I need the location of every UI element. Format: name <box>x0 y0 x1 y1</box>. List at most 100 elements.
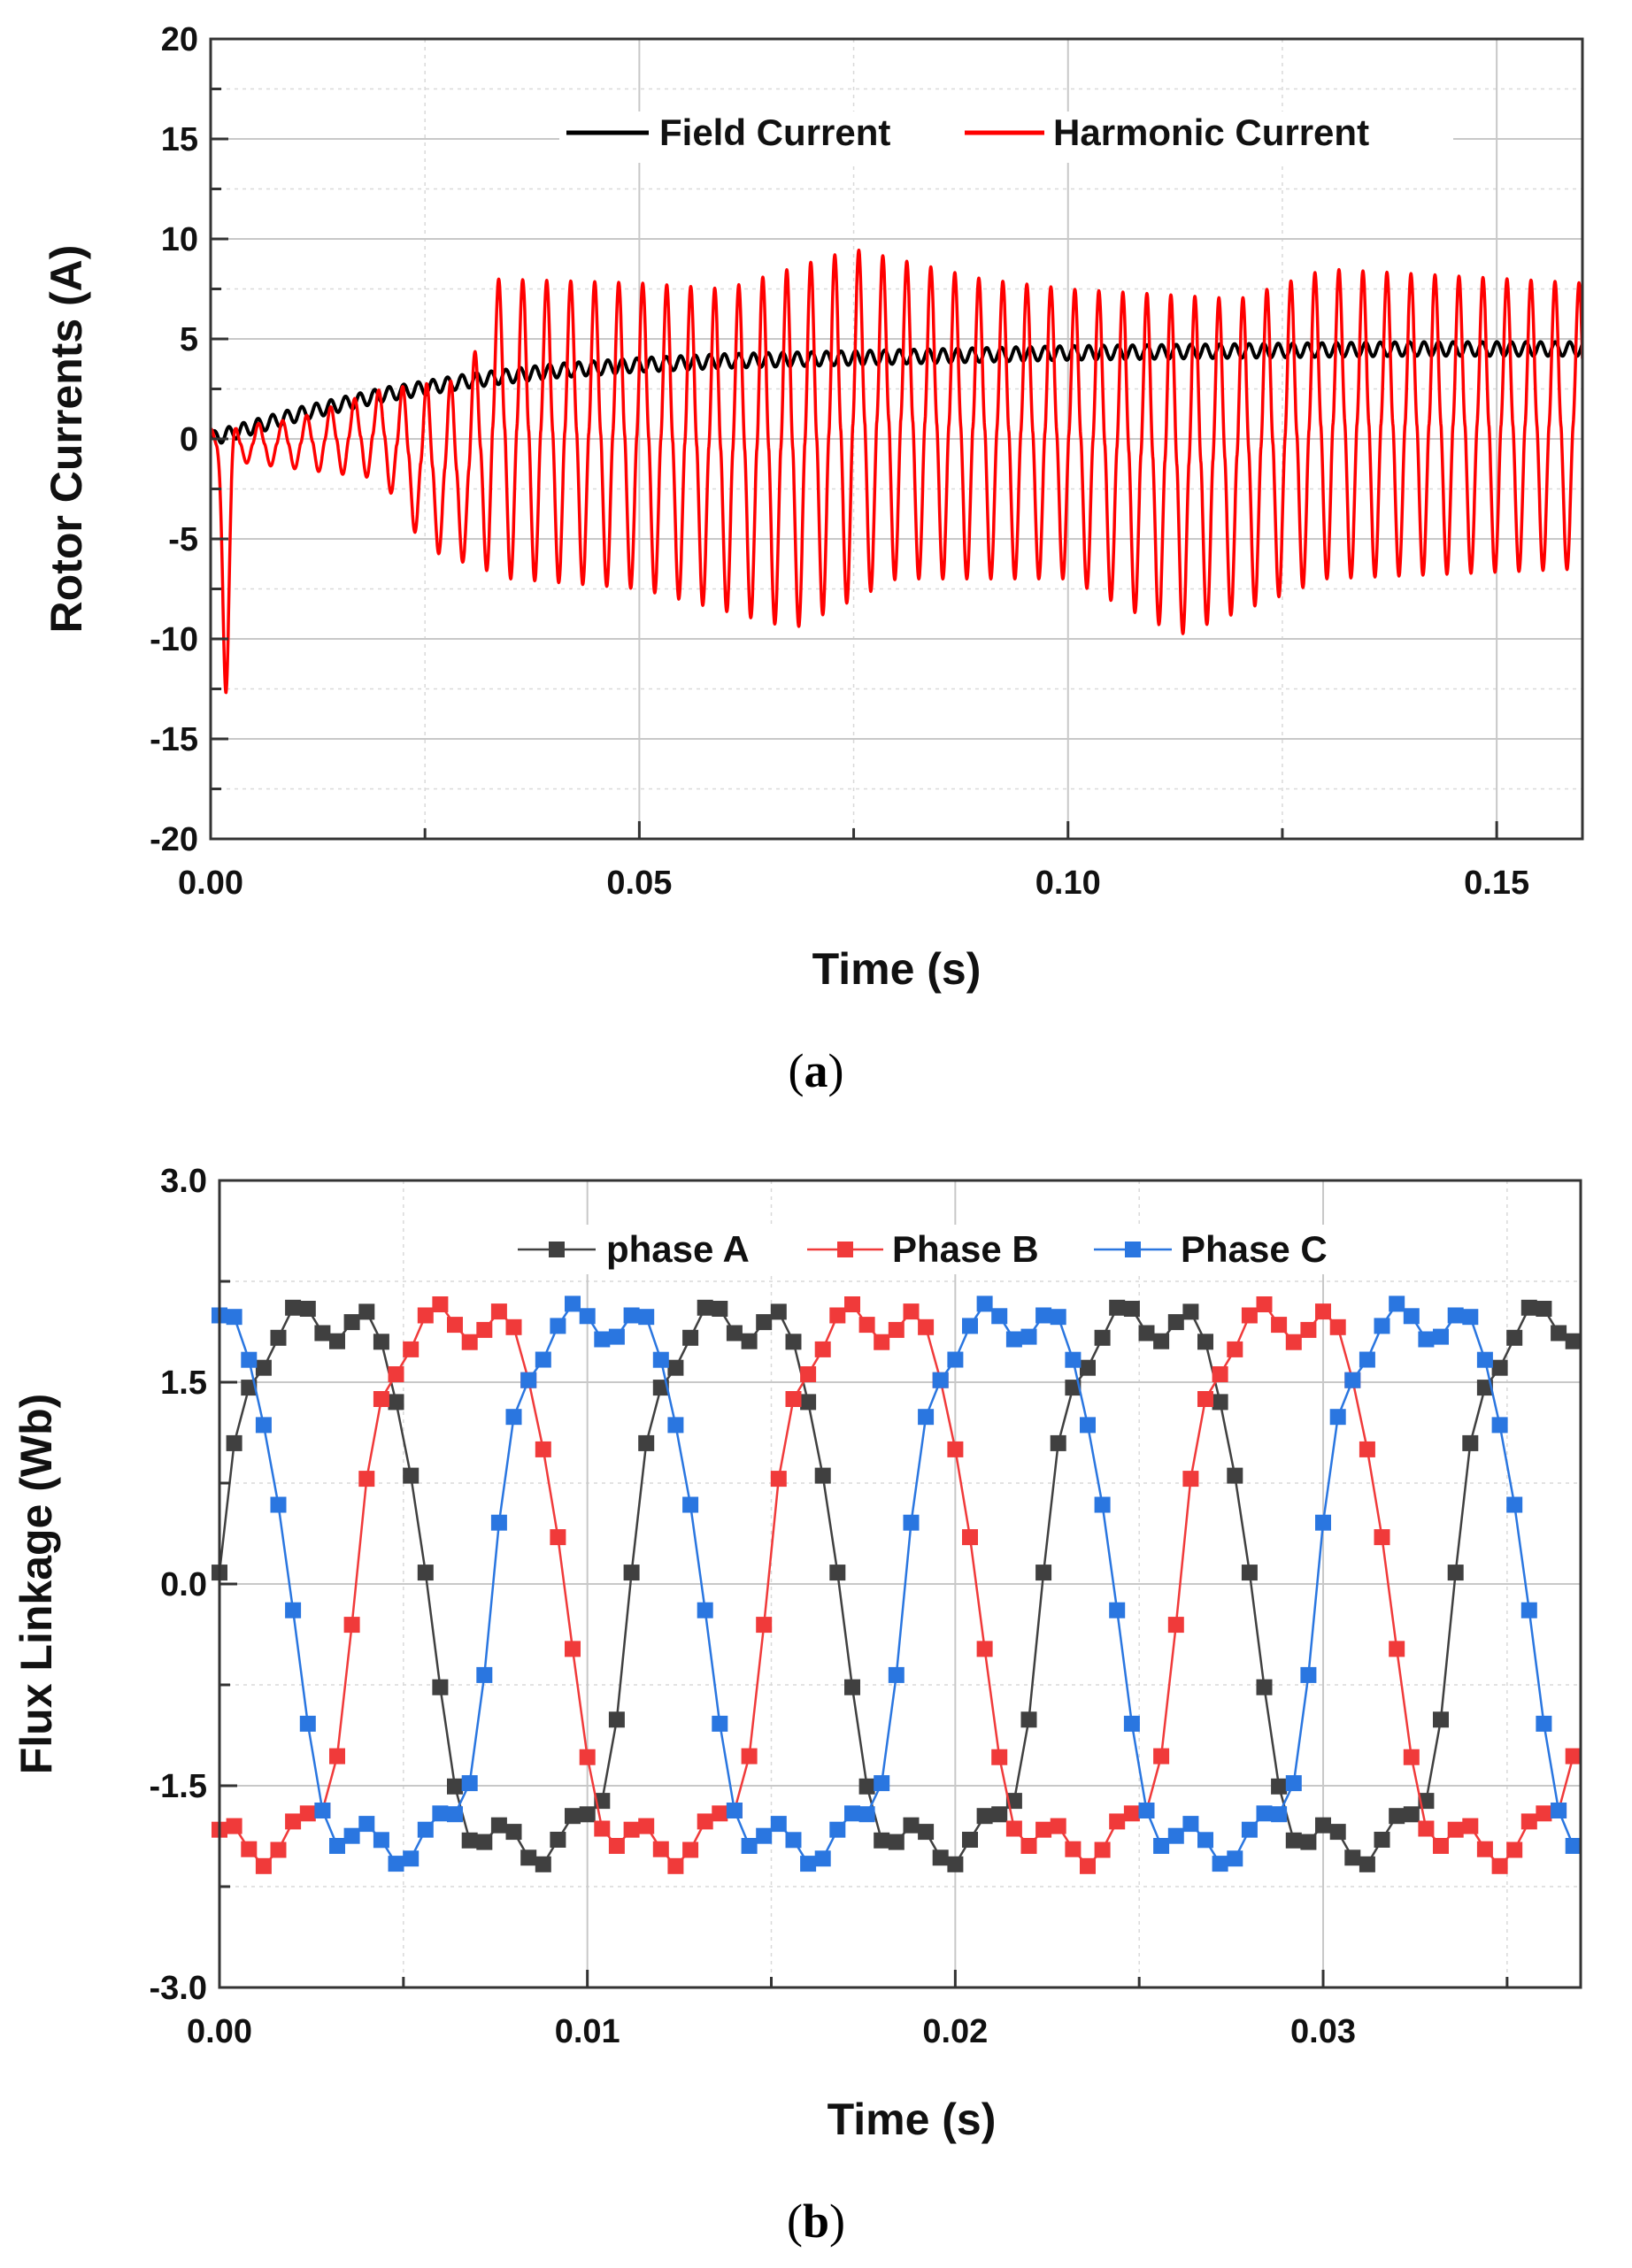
data-point <box>785 1832 802 1849</box>
data-point <box>741 1333 758 1349</box>
data-point <box>490 1514 507 1531</box>
panel-a-chart: 20 15 10 5 0 -5 -10 -15 -20 0.00 0.05 0.10 0.15 Tim… <box>42 21 1584 1097</box>
data-point <box>844 1296 860 1312</box>
data-point <box>1167 1617 1184 1634</box>
data-point <box>623 1821 640 1838</box>
data-point <box>299 1805 316 1822</box>
data-point <box>638 1309 655 1326</box>
data-point <box>1285 1832 1302 1849</box>
data-point <box>608 1328 625 1345</box>
data-point <box>1403 1308 1420 1325</box>
data-point <box>1197 1391 1213 1407</box>
data-point <box>1433 1838 1449 1854</box>
data-point <box>697 1299 713 1316</box>
data-point <box>565 1641 581 1657</box>
data-point <box>1551 1803 1567 1818</box>
data-point <box>1035 1565 1052 1581</box>
panel-b-chart: 3.0 1.5 0.0 -1.5 -3.0 0.00 0.01 0.02 0.03 Time … <box>12 1163 1582 2248</box>
panel-b-y-tick-labels: 3.0 1.5 0.0 -1.5 -3.0 <box>150 1163 207 2007</box>
data-point <box>1123 1805 1140 1822</box>
data-point <box>1329 1319 1346 1335</box>
panel-b-grid <box>219 1180 1581 1988</box>
y-tick-label: 20 <box>161 21 198 58</box>
panel-b-y-axis-title: Flux Linkage (Wb) <box>12 1394 61 1775</box>
data-point <box>476 1321 493 1338</box>
panel-a-ticks <box>209 37 1498 841</box>
data-point <box>1271 1778 1288 1795</box>
data-point <box>520 1372 537 1388</box>
data-point <box>652 1351 669 1368</box>
data-point <box>1359 1856 1375 1872</box>
data-point <box>770 1303 787 1320</box>
data-point <box>403 1850 420 1867</box>
x-tick-label: 0.00 <box>187 2013 252 2050</box>
data-point <box>888 1321 905 1338</box>
data-point <box>1182 1303 1199 1320</box>
legend-swatch-marker-phase-c <box>1125 1242 1141 1257</box>
data-point <box>1094 1329 1111 1346</box>
data-point <box>358 1303 375 1320</box>
data-point <box>1050 1309 1066 1326</box>
data-point <box>1241 1307 1258 1324</box>
data-point <box>858 1778 875 1795</box>
data-point <box>241 1380 258 1396</box>
data-point <box>505 1409 522 1426</box>
data-point <box>417 1565 434 1581</box>
legend-label-harmonic-current: Harmonic Current <box>1053 111 1369 153</box>
data-point <box>1123 1301 1140 1317</box>
data-point <box>1167 1827 1184 1844</box>
data-point <box>447 1778 463 1795</box>
panel-a-caption-letter: a <box>804 1044 828 1097</box>
panel-a-y-tick-labels: 20 15 10 5 0 -5 -10 -15 -20 <box>150 21 198 858</box>
data-point <box>697 1813 713 1830</box>
data-point <box>829 1565 846 1581</box>
data-point <box>1065 1841 1082 1857</box>
data-point <box>285 1813 302 1830</box>
x-tick-label: 0.15 <box>1464 865 1529 902</box>
series-line <box>218 1306 1574 1866</box>
data-point <box>1520 1813 1537 1830</box>
data-point <box>1462 1818 1479 1834</box>
data-point <box>1241 1565 1258 1581</box>
data-point <box>1447 1565 1464 1581</box>
data-point <box>1271 1806 1288 1823</box>
data-point <box>403 1467 420 1484</box>
data-point <box>1080 1359 1096 1376</box>
panel-a-legend: Field Current Harmonic Current <box>559 111 1453 163</box>
panel-b-caption: (b) <box>787 2195 845 2248</box>
data-point <box>1123 1715 1140 1732</box>
data-point <box>1506 1329 1523 1346</box>
data-point <box>1491 1417 1508 1434</box>
data-point <box>1300 1834 1317 1850</box>
data-point <box>741 1748 758 1764</box>
y-tick-label: 1.5 <box>160 1365 207 1402</box>
data-point <box>1212 1394 1228 1411</box>
data-point <box>844 1679 860 1695</box>
data-point <box>858 1806 875 1823</box>
data-point <box>447 1317 463 1334</box>
data-point <box>667 1359 684 1376</box>
data-point <box>903 1817 920 1834</box>
data-point <box>490 1303 507 1320</box>
data-point <box>1389 1295 1405 1312</box>
data-point <box>785 1334 802 1350</box>
data-point <box>1065 1380 1082 1396</box>
y-tick-label: -15 <box>150 721 198 758</box>
data-point <box>594 1820 611 1837</box>
data-point <box>962 1832 978 1848</box>
legend-label-phase-a: phase A <box>606 1228 750 1270</box>
panel-b-series <box>212 1295 1581 1874</box>
panel-b-x-axis-title: Time (s) <box>828 2095 997 2144</box>
y-tick-label: 5 <box>180 321 198 358</box>
data-point <box>1374 1832 1390 1848</box>
data-point <box>343 1827 360 1844</box>
data-point <box>388 1394 404 1411</box>
legend-label-phase-c: Phase C <box>1181 1228 1328 1270</box>
data-point <box>490 1817 507 1834</box>
panel-a-caption: (a) <box>789 1044 844 1097</box>
data-point <box>550 1832 566 1848</box>
x-tick-label: 0.01 <box>555 2013 620 2050</box>
panel-a-x-axis-title: Time (s) <box>812 944 982 994</box>
data-point <box>505 1824 522 1841</box>
